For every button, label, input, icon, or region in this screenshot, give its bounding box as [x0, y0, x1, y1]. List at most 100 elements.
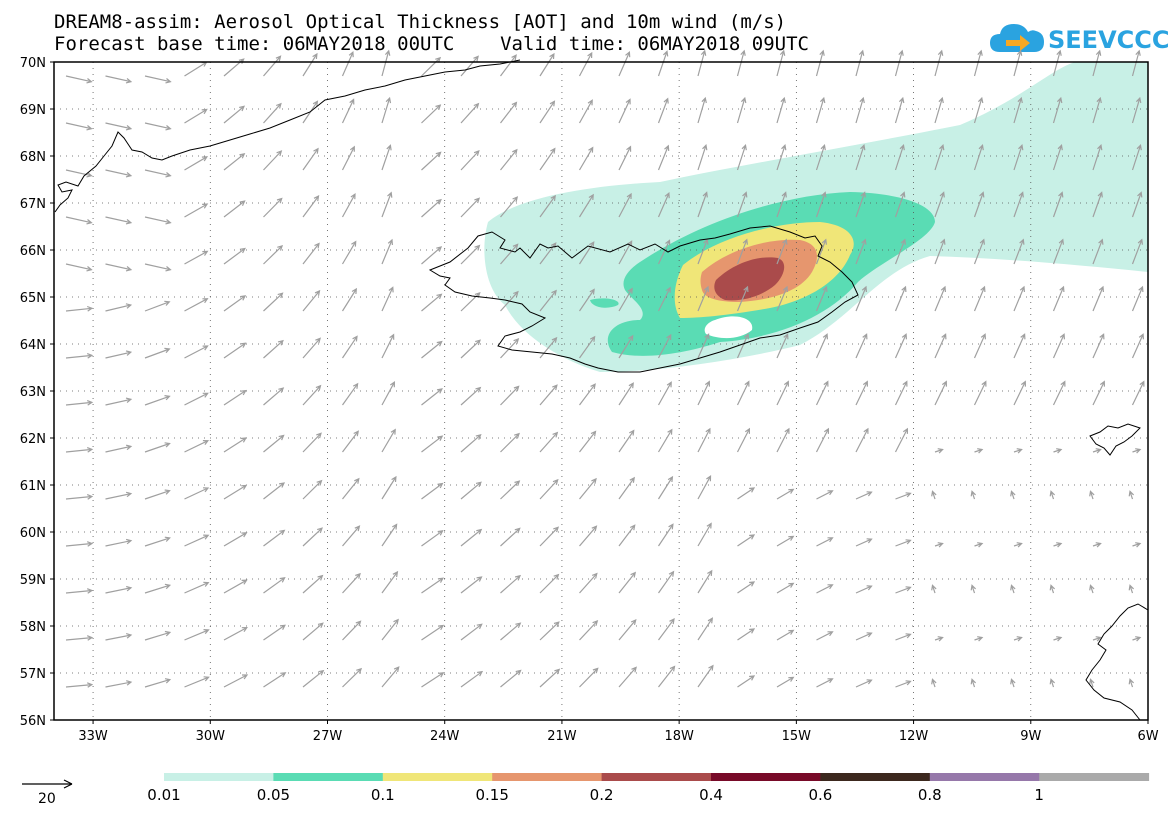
wind-arrow [578, 99, 593, 124]
faroe-coastline [1089, 423, 1141, 456]
wind-arrow [381, 96, 392, 124]
wind-arrow [381, 191, 393, 218]
lat-label: 66N [20, 244, 46, 259]
wind-arrow [184, 156, 209, 171]
wind-arrow [381, 523, 398, 547]
wind-arrow [302, 622, 324, 641]
wind-arrow [223, 579, 248, 594]
wind-arrow [263, 482, 286, 500]
wind-arrow [579, 477, 597, 500]
wind-arrow [855, 632, 873, 641]
wind-arrow [618, 192, 632, 218]
wind-arrow [421, 198, 442, 218]
lon-label: 12W [899, 729, 929, 744]
wind-arrow [65, 353, 94, 359]
wind-arrow [105, 122, 133, 131]
wind-arrow [973, 191, 985, 218]
colorbar-label: 0.8 [917, 786, 942, 804]
wind-arrow [223, 532, 248, 547]
aot-colorbar [164, 773, 1150, 781]
wind-arrow [579, 620, 599, 641]
wind-arrow [1092, 96, 1102, 124]
wind-arrow [618, 429, 635, 453]
wind-arrow [539, 289, 557, 312]
wind-reference-label: 20 [38, 791, 56, 807]
wind-arrow [934, 636, 944, 642]
wind-arrow [263, 245, 284, 265]
aot-shading [484, 62, 1148, 372]
wind-arrow [1128, 490, 1135, 500]
wind-arrow [1092, 285, 1104, 312]
wind-arrow [539, 668, 561, 688]
wind-arrow [263, 339, 284, 359]
wind-arrow [776, 629, 795, 641]
wind-vectors [65, 49, 1145, 688]
wind-arrow [184, 534, 210, 547]
wind-arrow [421, 56, 442, 77]
wind-arrow [144, 442, 171, 453]
wind-arrow [658, 523, 674, 547]
wind-arrow [578, 193, 594, 218]
lat-label: 64N [20, 338, 46, 353]
wind-arrow [931, 678, 937, 688]
wind-arrow [460, 528, 483, 547]
lon-label: 33W [78, 729, 108, 744]
lat-label: 70N [20, 56, 46, 71]
wind-arrow [421, 530, 444, 547]
wind-arrow [1132, 542, 1142, 548]
wind-arrow [697, 191, 708, 218]
wind-arrow [973, 49, 983, 77]
wind-arrow [1132, 636, 1142, 642]
wind-arrow [539, 621, 560, 641]
wind-arrow [815, 238, 827, 265]
wind-arrow [539, 52, 555, 77]
wind-arrow [500, 527, 521, 547]
wind-arrow [144, 300, 171, 312]
wind-arrow [421, 388, 443, 406]
wind-arrow [579, 288, 595, 312]
wind-arrow [934, 285, 946, 312]
wind-arrow [184, 61, 208, 77]
wind-arrow [776, 238, 788, 265]
wind-arrow [973, 285, 986, 312]
wind-arrow [539, 384, 558, 406]
lat-label: 57N [20, 667, 46, 682]
colorbar-label: 1 [1034, 786, 1044, 804]
wind-arrow [381, 286, 394, 312]
scotland-coastline [1085, 603, 1149, 721]
wind-arrow [342, 620, 362, 641]
wind-arrow [223, 437, 248, 453]
wind-arrow [65, 541, 94, 547]
wind-arrow [618, 524, 636, 547]
wind-arrow [1052, 144, 1063, 171]
wind-arrow [1092, 636, 1102, 642]
wind-arrow [578, 51, 593, 77]
wind-arrow [1092, 380, 1105, 406]
wind-arrow [105, 303, 133, 312]
wind-arrow [65, 263, 93, 272]
wind-arrow [223, 389, 247, 406]
wind-arrow [500, 338, 520, 359]
wind-arrow [816, 537, 834, 547]
wind-arrow [65, 447, 94, 453]
wind-arrow [855, 238, 867, 265]
wind-arrow [931, 584, 937, 594]
wind-arrow [341, 50, 354, 77]
wind-arrow [421, 482, 444, 500]
wind-arrow [855, 427, 869, 453]
wind-arrow [460, 481, 482, 500]
wind-arrow [737, 675, 756, 688]
wind-arrow [970, 584, 977, 594]
wind-arrow [105, 397, 133, 406]
latitude-labels: 70N 69N 68N 67N 66N 65N 64N 63N 62N 61N 60N 59N 58N 5… [20, 56, 54, 729]
wind-arrow [736, 96, 747, 124]
colorbar-label: 0.15 [475, 786, 509, 804]
colorbar-segment [164, 773, 274, 781]
wind-arrow [105, 216, 133, 225]
wind-arrow [302, 574, 324, 594]
wind-arrow [697, 144, 708, 171]
wind-arrow [302, 669, 325, 688]
wind-arrow [1131, 238, 1143, 265]
colorbar-label: 0.6 [808, 786, 833, 804]
